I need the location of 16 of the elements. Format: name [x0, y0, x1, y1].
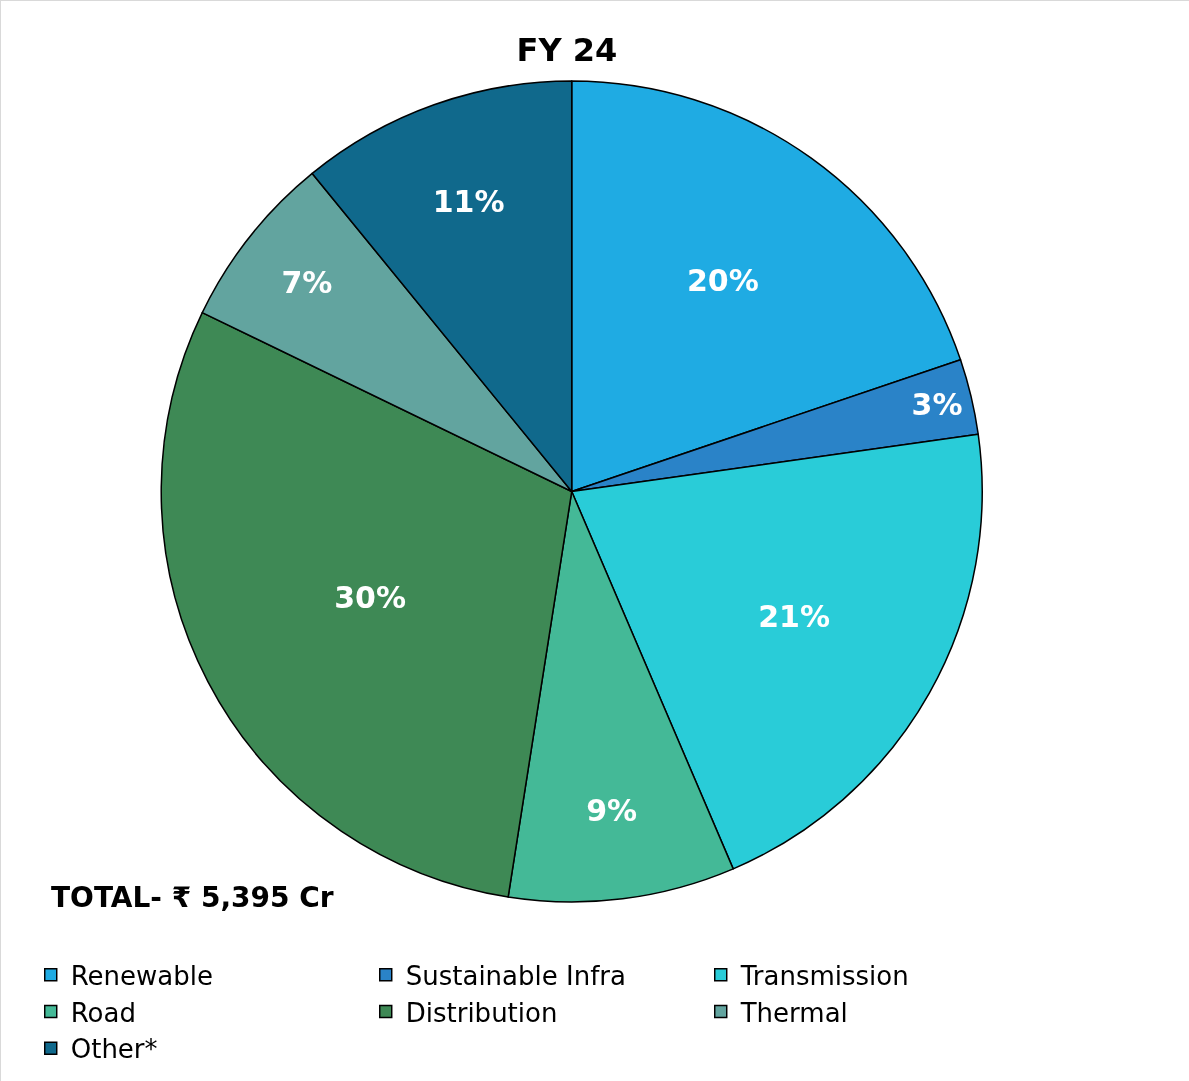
data-label: 9%: [586, 793, 638, 829]
chart-title: FY 24: [516, 30, 618, 69]
data-label: 3%: [911, 387, 963, 423]
legend-label: Distribution: [405, 997, 558, 1028]
legend-label: Transmission: [739, 960, 909, 991]
legend-label: Sustainable Infra: [405, 960, 626, 991]
legend-label: Other*: [70, 1034, 158, 1065]
data-label: 30%: [334, 579, 406, 615]
data-label: 7%: [281, 264, 333, 300]
data-label: 11%: [432, 184, 505, 220]
data-label: 20%: [686, 263, 759, 299]
data-label: 21%: [758, 599, 831, 635]
legend-label: Renewable: [70, 960, 214, 991]
legend-label: Road: [70, 997, 136, 1028]
legend-label: Thermal: [739, 997, 848, 1028]
text: TOTAL- ₹ 5,395 Cr: [51, 881, 334, 914]
